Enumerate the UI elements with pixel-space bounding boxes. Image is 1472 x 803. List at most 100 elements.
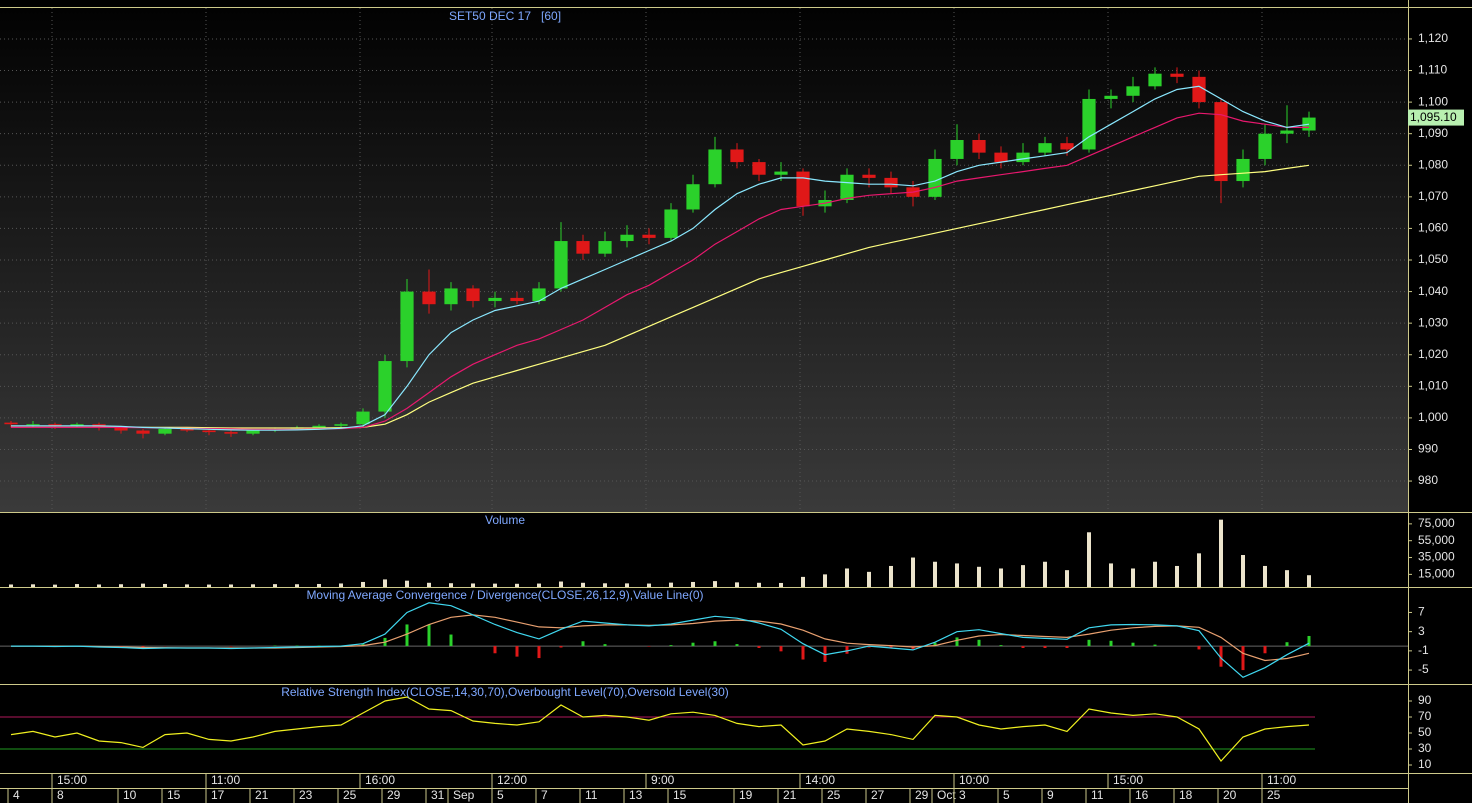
- volume-bar: [185, 584, 189, 587]
- volume-bar: [1065, 570, 1069, 587]
- candle-body: [1192, 76, 1206, 103]
- histogram-bar: [1109, 640, 1113, 647]
- candle-body: [928, 158, 942, 197]
- x-date-label: 18: [1179, 788, 1193, 802]
- histogram-bar: [933, 642, 937, 647]
- candle-body: [1016, 152, 1030, 163]
- x-date-label: 9: [1047, 788, 1054, 802]
- volume-bar: [669, 582, 673, 587]
- x-date-label: 8: [57, 788, 64, 802]
- volume-bar: [867, 571, 871, 587]
- candle-body: [48, 424, 62, 426]
- x-date-label: 25: [343, 788, 357, 802]
- candle-body: [1302, 117, 1316, 131]
- macd-panel: [0, 587, 1408, 684]
- candle-body: [664, 209, 678, 238]
- y-tick-label: 10: [1418, 757, 1432, 771]
- y-tick-label: 1,000: [1418, 410, 1448, 424]
- volume-bar: [977, 566, 981, 587]
- volume-bar: [273, 584, 277, 587]
- x-date-label: Sep: [453, 788, 475, 802]
- volume-bar: [361, 581, 365, 587]
- volume-bar: [1021, 565, 1025, 587]
- x-time-label: 9:00: [651, 773, 675, 787]
- x-date-label: 11: [585, 788, 598, 802]
- histogram-bar: [1241, 646, 1245, 671]
- candle-body: [1082, 98, 1096, 150]
- candle-body: [686, 184, 700, 210]
- candle-body: [620, 234, 634, 242]
- candle-body: [576, 241, 590, 254]
- x-date-label: 7: [541, 788, 548, 802]
- volume-bar: [383, 579, 387, 587]
- histogram-bar: [449, 634, 453, 647]
- y-tick-label: 1,100: [1418, 94, 1448, 108]
- y-tick-label: -1: [1418, 643, 1429, 657]
- x-time-label: 11:00: [1267, 773, 1296, 787]
- histogram-bar: [1065, 646, 1069, 648]
- candle-body: [840, 174, 854, 200]
- x-date-label: 19: [739, 788, 753, 802]
- volume-bar: [735, 582, 739, 587]
- histogram-bar: [801, 646, 805, 660]
- candle-body: [114, 427, 128, 431]
- x-date-label: 29: [387, 788, 401, 802]
- histogram-bar: [713, 641, 717, 647]
- y-tick-label: 1,020: [1418, 347, 1448, 361]
- x-date-label: 20: [1223, 788, 1237, 802]
- volume-bar: [449, 583, 453, 587]
- y-tick-label: 1,040: [1418, 284, 1448, 298]
- volume-bar: [1263, 565, 1267, 587]
- candle-body: [510, 297, 524, 302]
- panel-title: SET50 DEC 17 [60]: [449, 9, 561, 23]
- histogram-bar: [405, 624, 409, 647]
- candle-body: [1280, 130, 1294, 134]
- x-time-label: 11:00: [211, 773, 240, 787]
- volume-bar: [405, 580, 409, 587]
- candle-body: [202, 430, 216, 433]
- candle-body: [422, 291, 436, 305]
- volume-bar: [53, 584, 57, 587]
- volume-bar: [823, 574, 827, 587]
- y-tick-label: 90: [1418, 693, 1432, 707]
- candle-body: [26, 424, 40, 426]
- volume-bar: [1307, 575, 1311, 587]
- y-tick-label: 1,030: [1418, 315, 1448, 329]
- y-tick-label: 980: [1418, 473, 1438, 487]
- x-time-label: 15:00: [57, 773, 87, 787]
- y-tick-label: 50: [1418, 725, 1432, 739]
- volume-bar: [779, 582, 783, 587]
- volume-bar: [1131, 568, 1135, 587]
- y-tick-label: 1,050: [1418, 252, 1448, 266]
- y-tick-label: 990: [1418, 442, 1438, 456]
- candle-body: [1258, 133, 1272, 159]
- x-time-label: 15:00: [1113, 773, 1143, 787]
- histogram-bar: [603, 644, 607, 647]
- line: [10, 696, 1310, 762]
- y-tick-label: 75,000: [1418, 516, 1455, 530]
- histogram-bar: [1043, 646, 1047, 648]
- histogram-bar: [823, 646, 827, 662]
- line: [11, 164, 1310, 429]
- volume-bar: [559, 581, 563, 587]
- histogram-bar: [669, 645, 673, 647]
- histogram-bar: [581, 641, 585, 647]
- volume-bar: [889, 565, 893, 587]
- volume-bar: [1175, 565, 1179, 587]
- candle-body: [4, 422, 18, 425]
- volume-bar: [1153, 561, 1157, 587]
- x-date-label: 15: [167, 788, 181, 802]
- x-date-label: 5: [497, 788, 504, 802]
- x-time-label: 14:00: [805, 773, 835, 787]
- histogram-bar: [141, 646, 145, 648]
- x-date-label: 27: [871, 788, 885, 802]
- x-date-label: 29: [915, 788, 929, 802]
- volume-panel: [0, 512, 1408, 587]
- volume-bar: [933, 561, 937, 587]
- x-time-label: 16:00: [365, 773, 395, 787]
- histogram-bar: [559, 646, 563, 648]
- candle-body: [554, 241, 568, 289]
- y-tick-label: 35,000: [1418, 550, 1455, 564]
- candle-body: [1148, 73, 1162, 87]
